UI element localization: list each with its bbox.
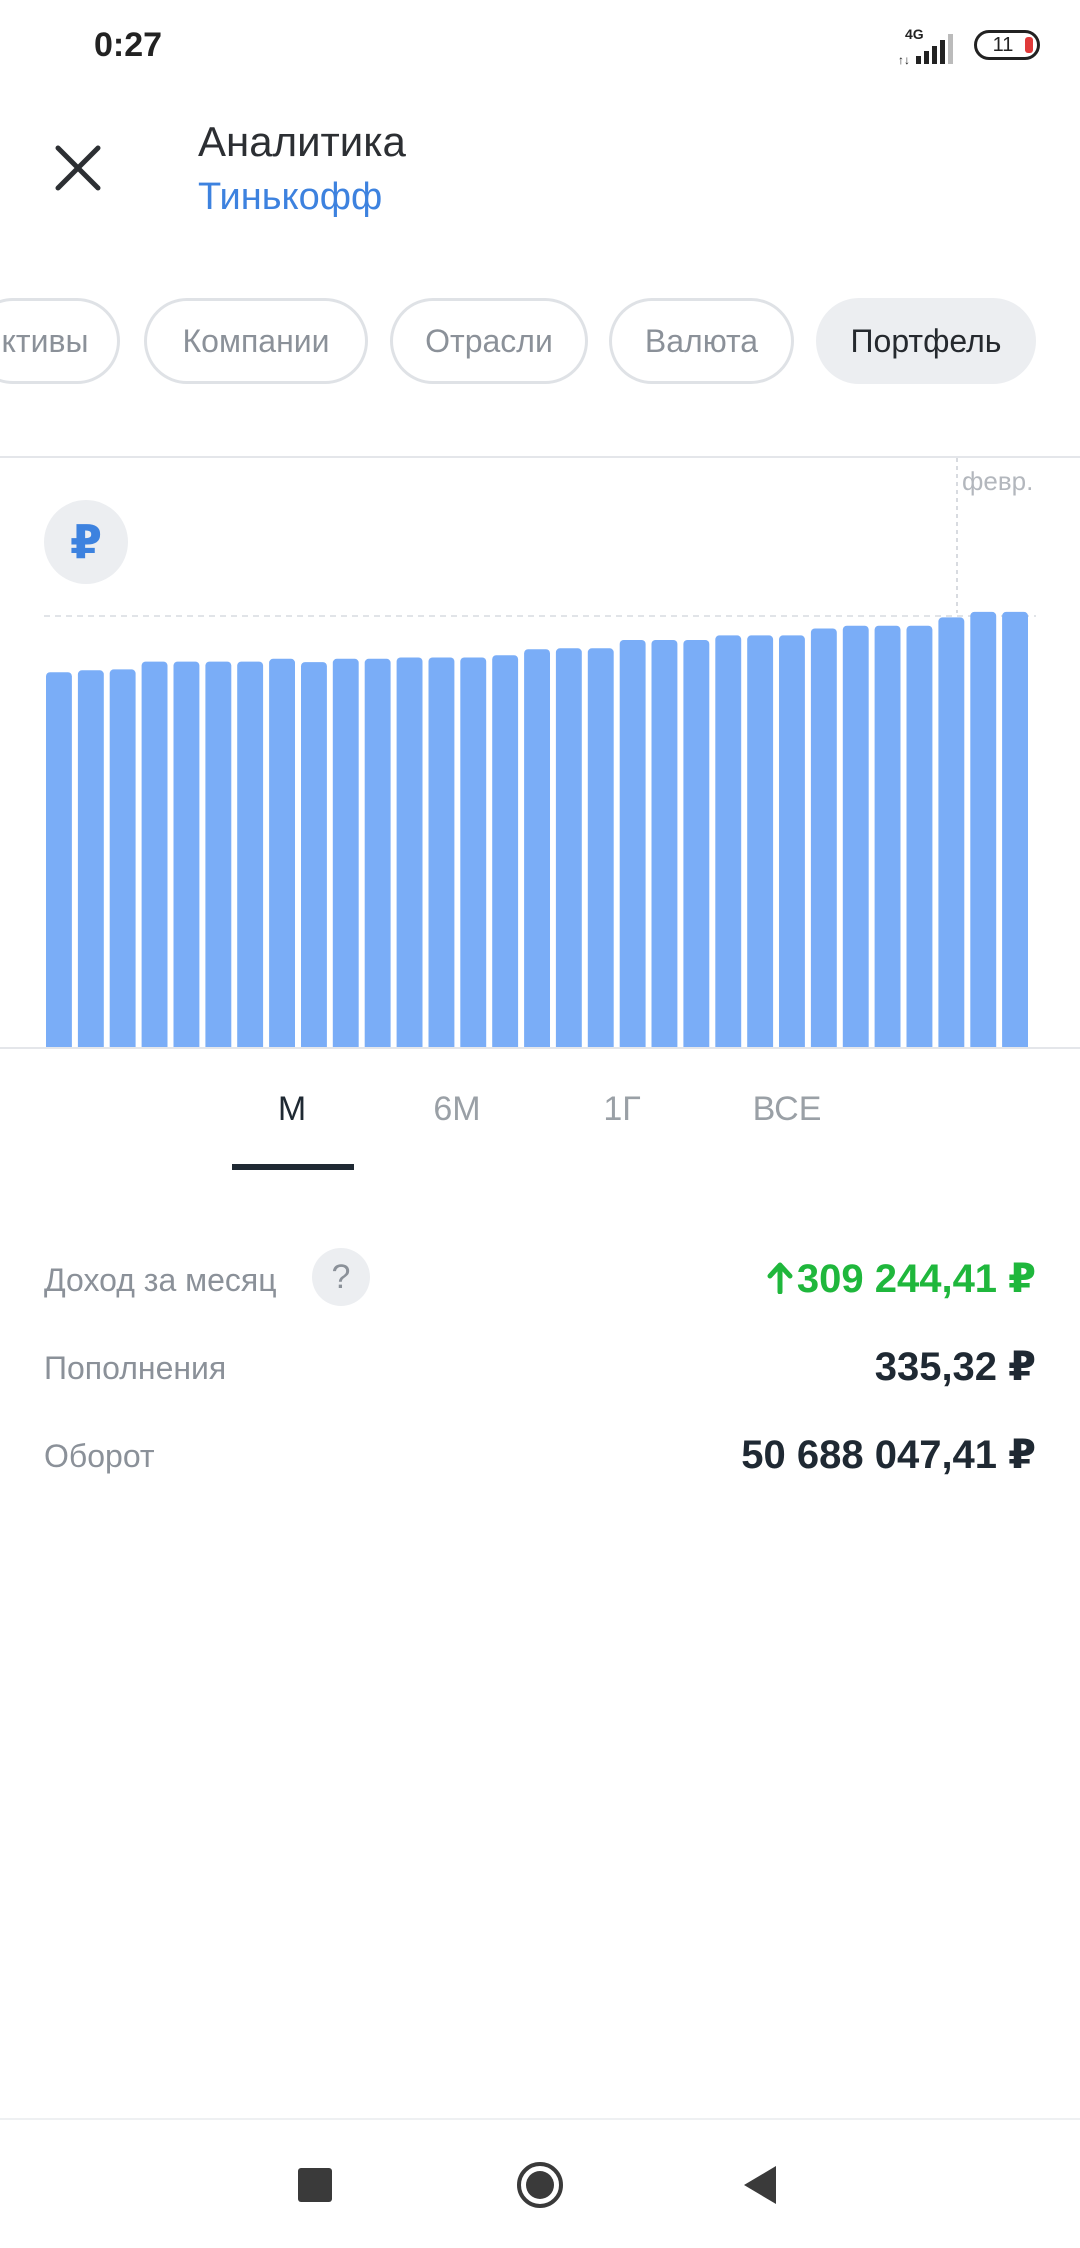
chart-bar[interactable] [970,611,997,1048]
chart-bar[interactable] [1002,611,1028,1048]
chart-bar[interactable] [524,649,550,1048]
income-amount: 309 244,41 ₽ [796,1257,1036,1301]
recent-apps-icon[interactable] [298,2168,332,2202]
active-tab-indicator [232,1164,354,1170]
portfolio-bar-chart[interactable] [0,458,1080,1048]
home-icon[interactable] [515,2160,565,2210]
chart-bar[interactable] [683,640,710,1048]
battery-level: 11 [992,34,1014,56]
chip-assets[interactable]: ктивы [0,298,120,384]
deposits-value: 335,32 ₽ [874,1345,1036,1389]
income-value: 309 244,41 ₽ [767,1256,1036,1302]
chart-bar[interactable] [332,658,359,1048]
chart-bar[interactable] [460,657,487,1049]
chart-bar[interactable] [109,669,136,1048]
arrow-up-icon [767,1262,793,1295]
chart-bar[interactable] [874,625,901,1048]
chart-bar[interactable] [651,640,678,1048]
chart-bar[interactable] [364,658,391,1048]
currency-toggle-button[interactable]: ₽ [44,500,128,584]
chart-bar[interactable] [715,635,742,1048]
tab-6-months[interactable]: 6М [433,1090,481,1128]
chart-bar[interactable] [842,625,869,1048]
status-time: 0:27 [94,26,163,64]
deposits-label: Пополнения [44,1350,227,1386]
signal-icon: ↑↓ [898,34,953,67]
chip-companies[interactable]: Компании [144,298,368,384]
chip-portfolio[interactable]: Портфель [816,298,1036,384]
turnover-label: Оборот [44,1438,155,1474]
income-label: Доход за месяц [44,1262,277,1298]
chart-bar[interactable] [141,661,168,1048]
chip-industries[interactable]: Отрасли [390,298,588,384]
broker-subtitle: Тинькофф [198,176,383,218]
chart-bar[interactable] [779,635,805,1048]
nav-divider [0,2118,1080,2120]
svg-text:↑↓: ↑↓ [898,53,910,67]
chart-bar[interactable] [587,648,614,1048]
turnover-value: 50 688 047,41 ₽ [741,1433,1036,1477]
chart-bar[interactable] [428,657,455,1049]
category-chips: ктивы Компании Отрасли Валюта Портфель [0,298,1080,388]
chart-bar[interactable] [492,655,519,1048]
chart-bar[interactable] [810,628,837,1049]
chart-bar[interactable] [173,661,200,1048]
page-title: Аналитика [198,118,406,165]
tab-month[interactable]: М [277,1090,307,1128]
chart-month-label: февр. [962,466,1034,496]
chip-currency[interactable]: Валюта [609,298,794,384]
chart-bar[interactable] [77,670,104,1048]
chart-bar[interactable] [555,648,582,1048]
chart-divider [0,1047,1080,1049]
close-icon[interactable] [46,136,110,200]
battery-icon: 11 [974,30,1040,60]
tab-1-year[interactable]: 1Г [603,1090,641,1128]
network-type: 4G [905,26,924,42]
chart-bar[interactable] [269,658,295,1048]
chart-bar[interactable] [619,640,646,1048]
chart-bar[interactable] [205,661,232,1048]
chart-bar[interactable] [747,635,774,1048]
chart-bars [46,611,1028,1049]
divider [0,456,1080,458]
chart-bar[interactable] [301,662,327,1048]
chart-bar[interactable] [938,617,965,1048]
chart-bar[interactable] [237,661,264,1048]
help-icon[interactable]: ? [312,1248,370,1306]
back-icon[interactable] [740,2164,780,2206]
tab-all[interactable]: ВСЕ [752,1090,822,1128]
chart-bar[interactable] [396,657,423,1049]
chart-bar[interactable] [906,625,933,1048]
chart-bar[interactable] [46,672,72,1048]
